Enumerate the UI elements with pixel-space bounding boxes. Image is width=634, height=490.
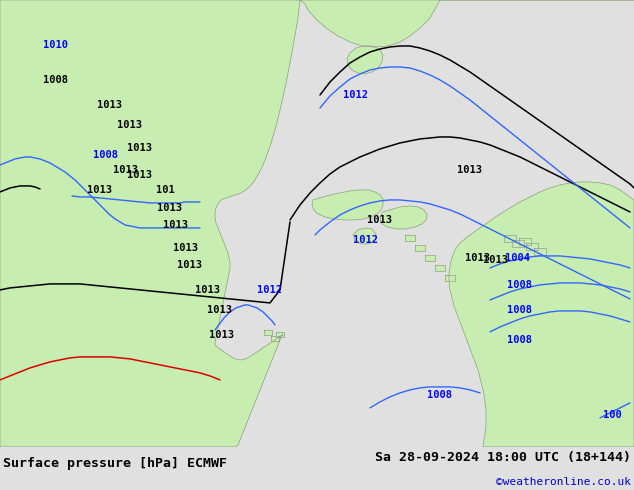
- Text: 1013: 1013: [207, 305, 233, 315]
- Text: 1008: 1008: [42, 75, 67, 85]
- Polygon shape: [276, 332, 284, 337]
- Text: 1013: 1013: [195, 285, 221, 295]
- Text: 1013: 1013: [127, 143, 153, 153]
- Text: 1013: 1013: [209, 330, 235, 340]
- Polygon shape: [405, 235, 415, 241]
- Polygon shape: [425, 255, 435, 261]
- Text: 100: 100: [603, 410, 621, 420]
- Text: ©weatheronline.co.uk: ©weatheronline.co.uk: [496, 477, 631, 487]
- Text: 1013: 1013: [157, 203, 183, 213]
- Polygon shape: [347, 46, 383, 74]
- Polygon shape: [271, 336, 279, 341]
- Polygon shape: [312, 190, 383, 220]
- Text: 1008: 1008: [507, 280, 533, 290]
- Text: 1013: 1013: [465, 253, 491, 263]
- Polygon shape: [519, 238, 531, 245]
- Polygon shape: [353, 228, 376, 244]
- Text: 1013: 1013: [98, 100, 122, 110]
- Text: 1013: 1013: [162, 220, 188, 230]
- Polygon shape: [449, 182, 634, 447]
- Polygon shape: [380, 206, 427, 229]
- Text: 1013: 1013: [368, 215, 392, 225]
- Polygon shape: [512, 240, 524, 247]
- Polygon shape: [445, 275, 455, 281]
- Text: 1013: 1013: [127, 170, 153, 180]
- Text: 1008: 1008: [427, 390, 453, 400]
- Text: 1012: 1012: [257, 285, 283, 295]
- Text: 1012: 1012: [353, 235, 377, 245]
- Text: 1012: 1012: [342, 90, 368, 100]
- Text: 1010: 1010: [42, 40, 67, 50]
- Polygon shape: [264, 330, 272, 335]
- Text: 1008: 1008: [507, 305, 533, 315]
- Text: 101: 101: [155, 185, 174, 195]
- Text: 1008: 1008: [507, 335, 533, 345]
- Polygon shape: [0, 0, 634, 447]
- Polygon shape: [534, 248, 546, 255]
- Polygon shape: [435, 265, 445, 271]
- Text: 1013: 1013: [172, 243, 198, 253]
- Text: 1013: 1013: [112, 165, 138, 175]
- Text: 1013: 1013: [458, 165, 482, 175]
- Text: 1008: 1008: [93, 150, 117, 160]
- Polygon shape: [415, 245, 425, 251]
- Text: 1013: 1013: [87, 185, 112, 195]
- Polygon shape: [504, 235, 516, 242]
- Text: Surface pressure [hPa] ECMWF: Surface pressure [hPa] ECMWF: [3, 457, 227, 470]
- Polygon shape: [526, 243, 538, 250]
- Text: 1004: 1004: [505, 253, 531, 263]
- Text: Sa 28-09-2024 18:00 UTC (18+144): Sa 28-09-2024 18:00 UTC (18+144): [375, 451, 631, 464]
- Text: 1013: 1013: [178, 260, 202, 270]
- Text: 1013: 1013: [117, 120, 143, 130]
- Text: 1013: 1013: [484, 255, 508, 265]
